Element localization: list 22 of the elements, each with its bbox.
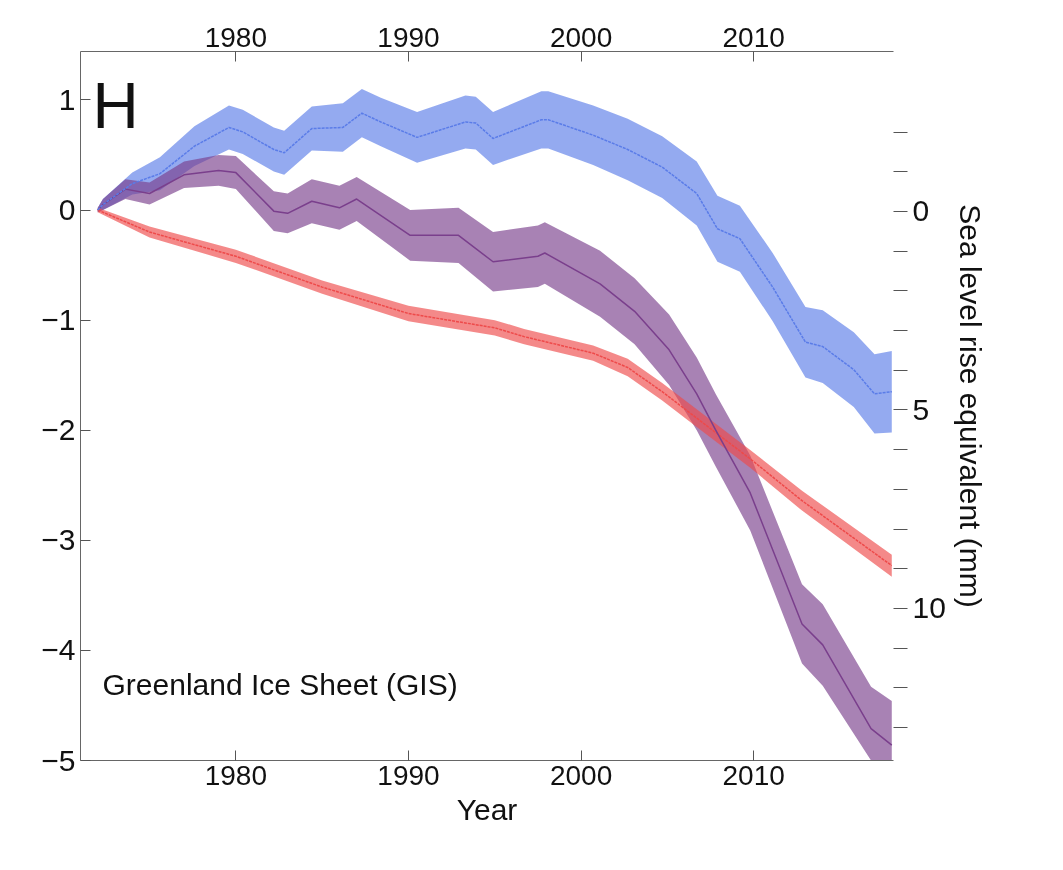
x-tick-label: 2000 (549, 21, 613, 53)
y-tick-label: −1 (41, 303, 76, 337)
y2-tick-label: 0 (912, 194, 930, 228)
x-tick-label: 1990 (377, 21, 440, 53)
x2-tick-label: 2010 (722, 759, 785, 791)
y-tick-label: −2 (41, 413, 76, 447)
x-tick-label: 1980 (204, 21, 267, 53)
y2-tick-label: 10 (912, 591, 946, 625)
y-tick-label: 1 (58, 82, 76, 116)
x2-tick-label: 1990 (377, 759, 440, 791)
x-axis-title: Year (456, 792, 518, 826)
x-tick-label: 2010 (722, 21, 785, 53)
annotation: Greenland Ice Sheet (GIS) (102, 667, 458, 701)
y2-tick-label: 5 (912, 392, 930, 426)
annotation: H (92, 69, 139, 142)
y-tick-label: −4 (41, 633, 76, 667)
y-tick-label: 0 (58, 193, 76, 227)
y2-axis-title: Sea level rise equivalent (mm) (953, 204, 987, 608)
x2-tick-label: 2000 (549, 759, 613, 791)
x2-tick-label: 1980 (204, 759, 267, 791)
y-tick-label: −3 (41, 523, 76, 557)
y-tick-label: −5 (41, 743, 76, 777)
